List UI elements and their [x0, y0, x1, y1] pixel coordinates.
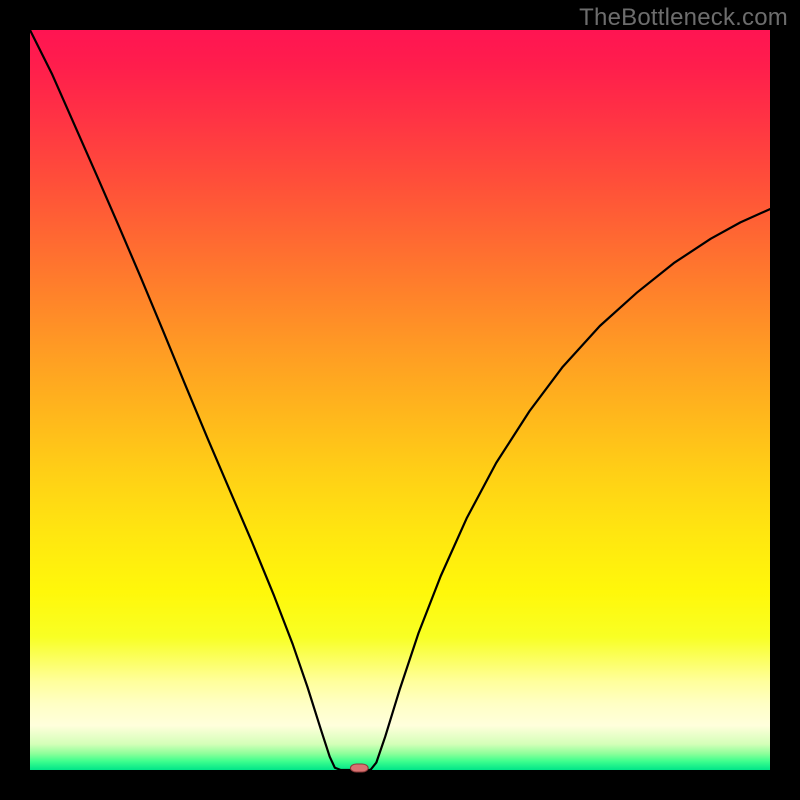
plot-area	[30, 30, 770, 770]
watermark-text: TheBottleneck.com	[579, 4, 788, 32]
chart-container: TheBottleneck.com	[0, 0, 800, 800]
bottleneck-chart	[0, 0, 800, 800]
optimal-marker	[350, 764, 368, 772]
